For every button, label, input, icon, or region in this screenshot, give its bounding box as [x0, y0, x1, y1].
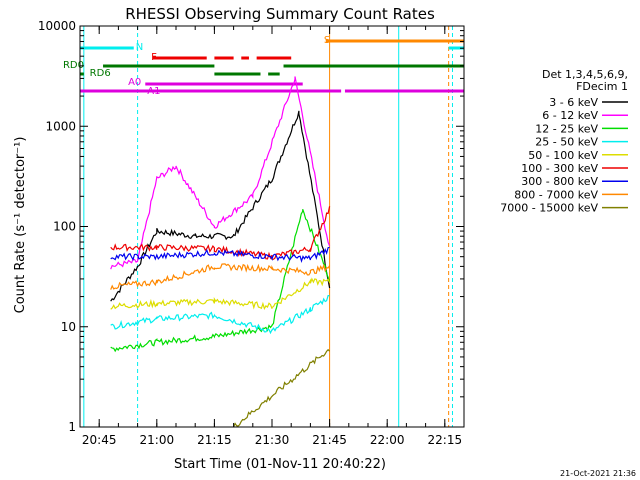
legend-entry-label: 25 - 50 keV	[535, 136, 598, 149]
legend-entry-label: 300 - 800 keV	[521, 175, 598, 188]
series-line	[110, 263, 331, 290]
flag-label-a1: A1	[147, 86, 160, 97]
series-line	[110, 277, 331, 310]
legend-entry-label: 3 - 6 keV	[549, 96, 598, 109]
y-axis-label: Count Rate (s⁻¹ detector⁻¹)	[13, 137, 28, 314]
y-axis: 1 10 100 1000 10000	[38, 19, 464, 434]
y-tick-label: 1000	[45, 119, 76, 133]
flag-label-s: S	[324, 35, 330, 46]
series-line	[233, 348, 331, 428]
y-tick-label: 1	[68, 420, 76, 434]
x-tick-label: 22:15	[428, 433, 463, 447]
legend-entry-label: 800 - 7000 keV	[514, 188, 598, 201]
x-axis-label: Start Time (01-Nov-11 20:40:22)	[174, 457, 386, 472]
x-tick-label: 21:15	[197, 433, 232, 447]
flag-label-n: N	[136, 42, 143, 53]
series-line	[110, 295, 330, 335]
x-tick-label: 21:45	[312, 433, 347, 447]
series-line	[110, 209, 331, 353]
series-line	[110, 246, 330, 264]
flag-label-rd0: RD0	[63, 60, 84, 71]
legend-entry-label: 50 - 100 keV	[528, 149, 598, 162]
y-tick-label: 10000	[38, 19, 76, 33]
x-tick-label: 21:30	[255, 433, 290, 447]
y-tick-label: 10	[61, 320, 76, 334]
y-tick-label: 100	[53, 220, 76, 234]
plot-area: NF S RD0 RD6 A0 A1	[63, 26, 464, 428]
legend-entry-label: 7000 - 15000 keV	[500, 202, 598, 215]
flag-label-a0: A0	[128, 77, 141, 88]
x-tick-label: 22:00	[370, 433, 405, 447]
legend-entry-label: 100 - 300 keV	[521, 162, 598, 175]
flag-label-f: F	[151, 52, 157, 63]
chart-title: RHESSI Observing Summary Count Rates	[125, 5, 435, 23]
legend-header: FDecim 1	[576, 80, 628, 93]
series-line	[110, 206, 331, 260]
series-line	[110, 76, 331, 270]
flag-label-rd6: RD6	[90, 68, 111, 79]
legend-entry-label: 12 - 25 keV	[535, 122, 598, 135]
x-axis: 20:45 21:00 21:15 21:30 21:45 22:00 22:15	[82, 26, 462, 447]
legend-header: Det 1,3,4,5,6,9,	[542, 68, 628, 81]
footer-timestamp: 21-Oct-2021 21:36	[560, 469, 636, 478]
legend-entry-label: 6 - 12 keV	[542, 109, 598, 122]
series-line	[110, 110, 331, 302]
x-tick-label: 20:45	[82, 433, 117, 447]
x-tick-label: 21:00	[140, 433, 175, 447]
